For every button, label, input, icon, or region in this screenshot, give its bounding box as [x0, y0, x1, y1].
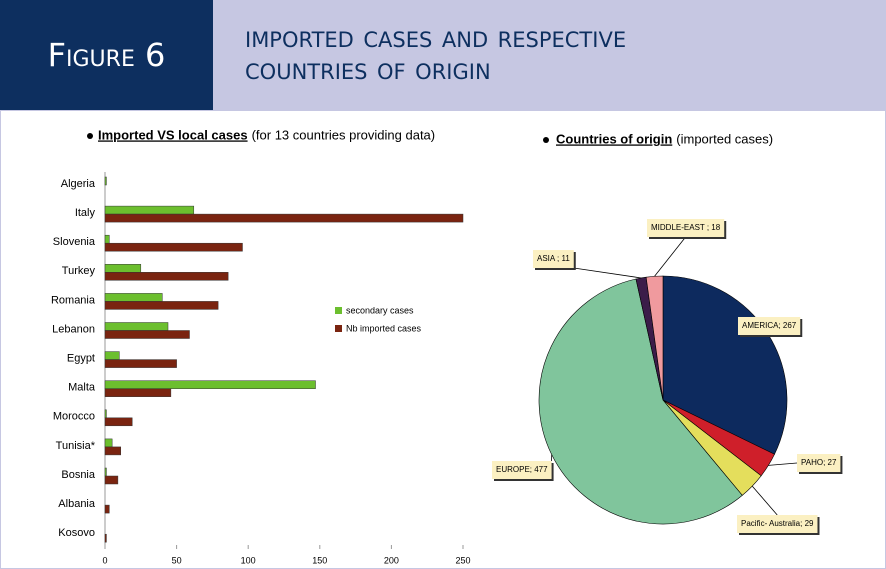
- y-tick-label: Romania: [51, 294, 96, 306]
- y-tick-label: Slovenia: [53, 236, 96, 248]
- y-tick-label: Italy: [75, 207, 96, 219]
- bar: [104, 351, 120, 360]
- legend-swatch: [335, 325, 342, 332]
- x-tick-label: 100: [241, 555, 256, 565]
- bar: [104, 380, 316, 389]
- legend-swatch: [335, 307, 342, 314]
- bar: [104, 272, 229, 281]
- label-box: [533, 250, 574, 268]
- bar: [104, 446, 122, 456]
- bar: [104, 409, 107, 419]
- bar: [104, 438, 113, 448]
- legend-label: secondary cases: [346, 305, 414, 315]
- x-tick-label: 0: [102, 555, 107, 565]
- bar: [104, 213, 464, 223]
- label-box: [647, 219, 725, 237]
- y-tick-label: Turkey: [62, 265, 96, 277]
- bar: [104, 322, 169, 331]
- bar: [104, 242, 243, 252]
- legend-label: Nb imported cases: [346, 323, 422, 333]
- label-box: [797, 454, 841, 472]
- bar: [104, 301, 219, 310]
- bar: [104, 176, 107, 186]
- title-box: Imported cases and respective countries …: [213, 0, 886, 110]
- y-tick-label: Algeria: [61, 178, 96, 190]
- bar: [104, 205, 195, 215]
- bar: [104, 264, 142, 273]
- leader-line: [654, 236, 686, 277]
- x-tick-label: 50: [172, 555, 182, 565]
- x-tick-label: 150: [312, 555, 327, 565]
- x-tick-label: 200: [384, 555, 399, 565]
- bar: [104, 359, 177, 368]
- title: Imported cases and respective countries …: [245, 20, 627, 87]
- pie-slice: [538, 278, 743, 525]
- leader-line: [751, 485, 778, 516]
- y-tick-label: Kosovo: [58, 527, 95, 539]
- bar: [104, 467, 107, 477]
- y-tick-label: Albania: [58, 498, 96, 510]
- label-box: [737, 515, 818, 533]
- y-tick-label: Lebanon: [52, 323, 95, 335]
- label-box: [492, 461, 552, 479]
- y-tick-label: Morocco: [53, 411, 95, 423]
- slice-label: MIDDLE-EAST ; 18: [651, 223, 721, 232]
- bar: [104, 234, 110, 244]
- slice-label: PAHO; 27: [801, 458, 837, 467]
- figure-label: Figure 6: [0, 0, 213, 110]
- pie: [538, 275, 788, 525]
- bullet: [87, 133, 93, 139]
- y-tick-label: Egypt: [67, 353, 95, 365]
- slice-label: AMERICA; 267: [742, 321, 797, 330]
- bar: [104, 504, 110, 514]
- chart-title: Imported VS local cases: [98, 127, 248, 142]
- bar: [104, 293, 163, 302]
- chart-subtitle: (imported cases): [676, 131, 773, 146]
- charts: Imported VS local cases (for 13 countries…: [0, 110, 886, 569]
- bar: [104, 388, 172, 397]
- leader-line: [573, 267, 642, 279]
- chart-subtitle: (for 13 countries providing data): [252, 127, 436, 142]
- bullet: [543, 137, 549, 143]
- chart-title: Countries of origin: [556, 131, 672, 146]
- y-tick-label: Bosnia: [61, 469, 96, 481]
- bar: [104, 533, 107, 543]
- bar: [104, 417, 133, 427]
- y-tick-label: Malta: [68, 382, 96, 394]
- bar: [104, 330, 190, 339]
- leader-line: [768, 462, 798, 466]
- label-box: [738, 317, 801, 335]
- slice-label: ASIA ; 11: [537, 254, 570, 263]
- slice-label: Pacific- Australia; 29: [741, 519, 814, 528]
- y-tick-label: Tunisia*: [56, 440, 96, 452]
- slice-label: EUROPE; 477: [496, 465, 548, 474]
- bar: [104, 475, 119, 485]
- x-tick-label: 250: [455, 555, 470, 565]
